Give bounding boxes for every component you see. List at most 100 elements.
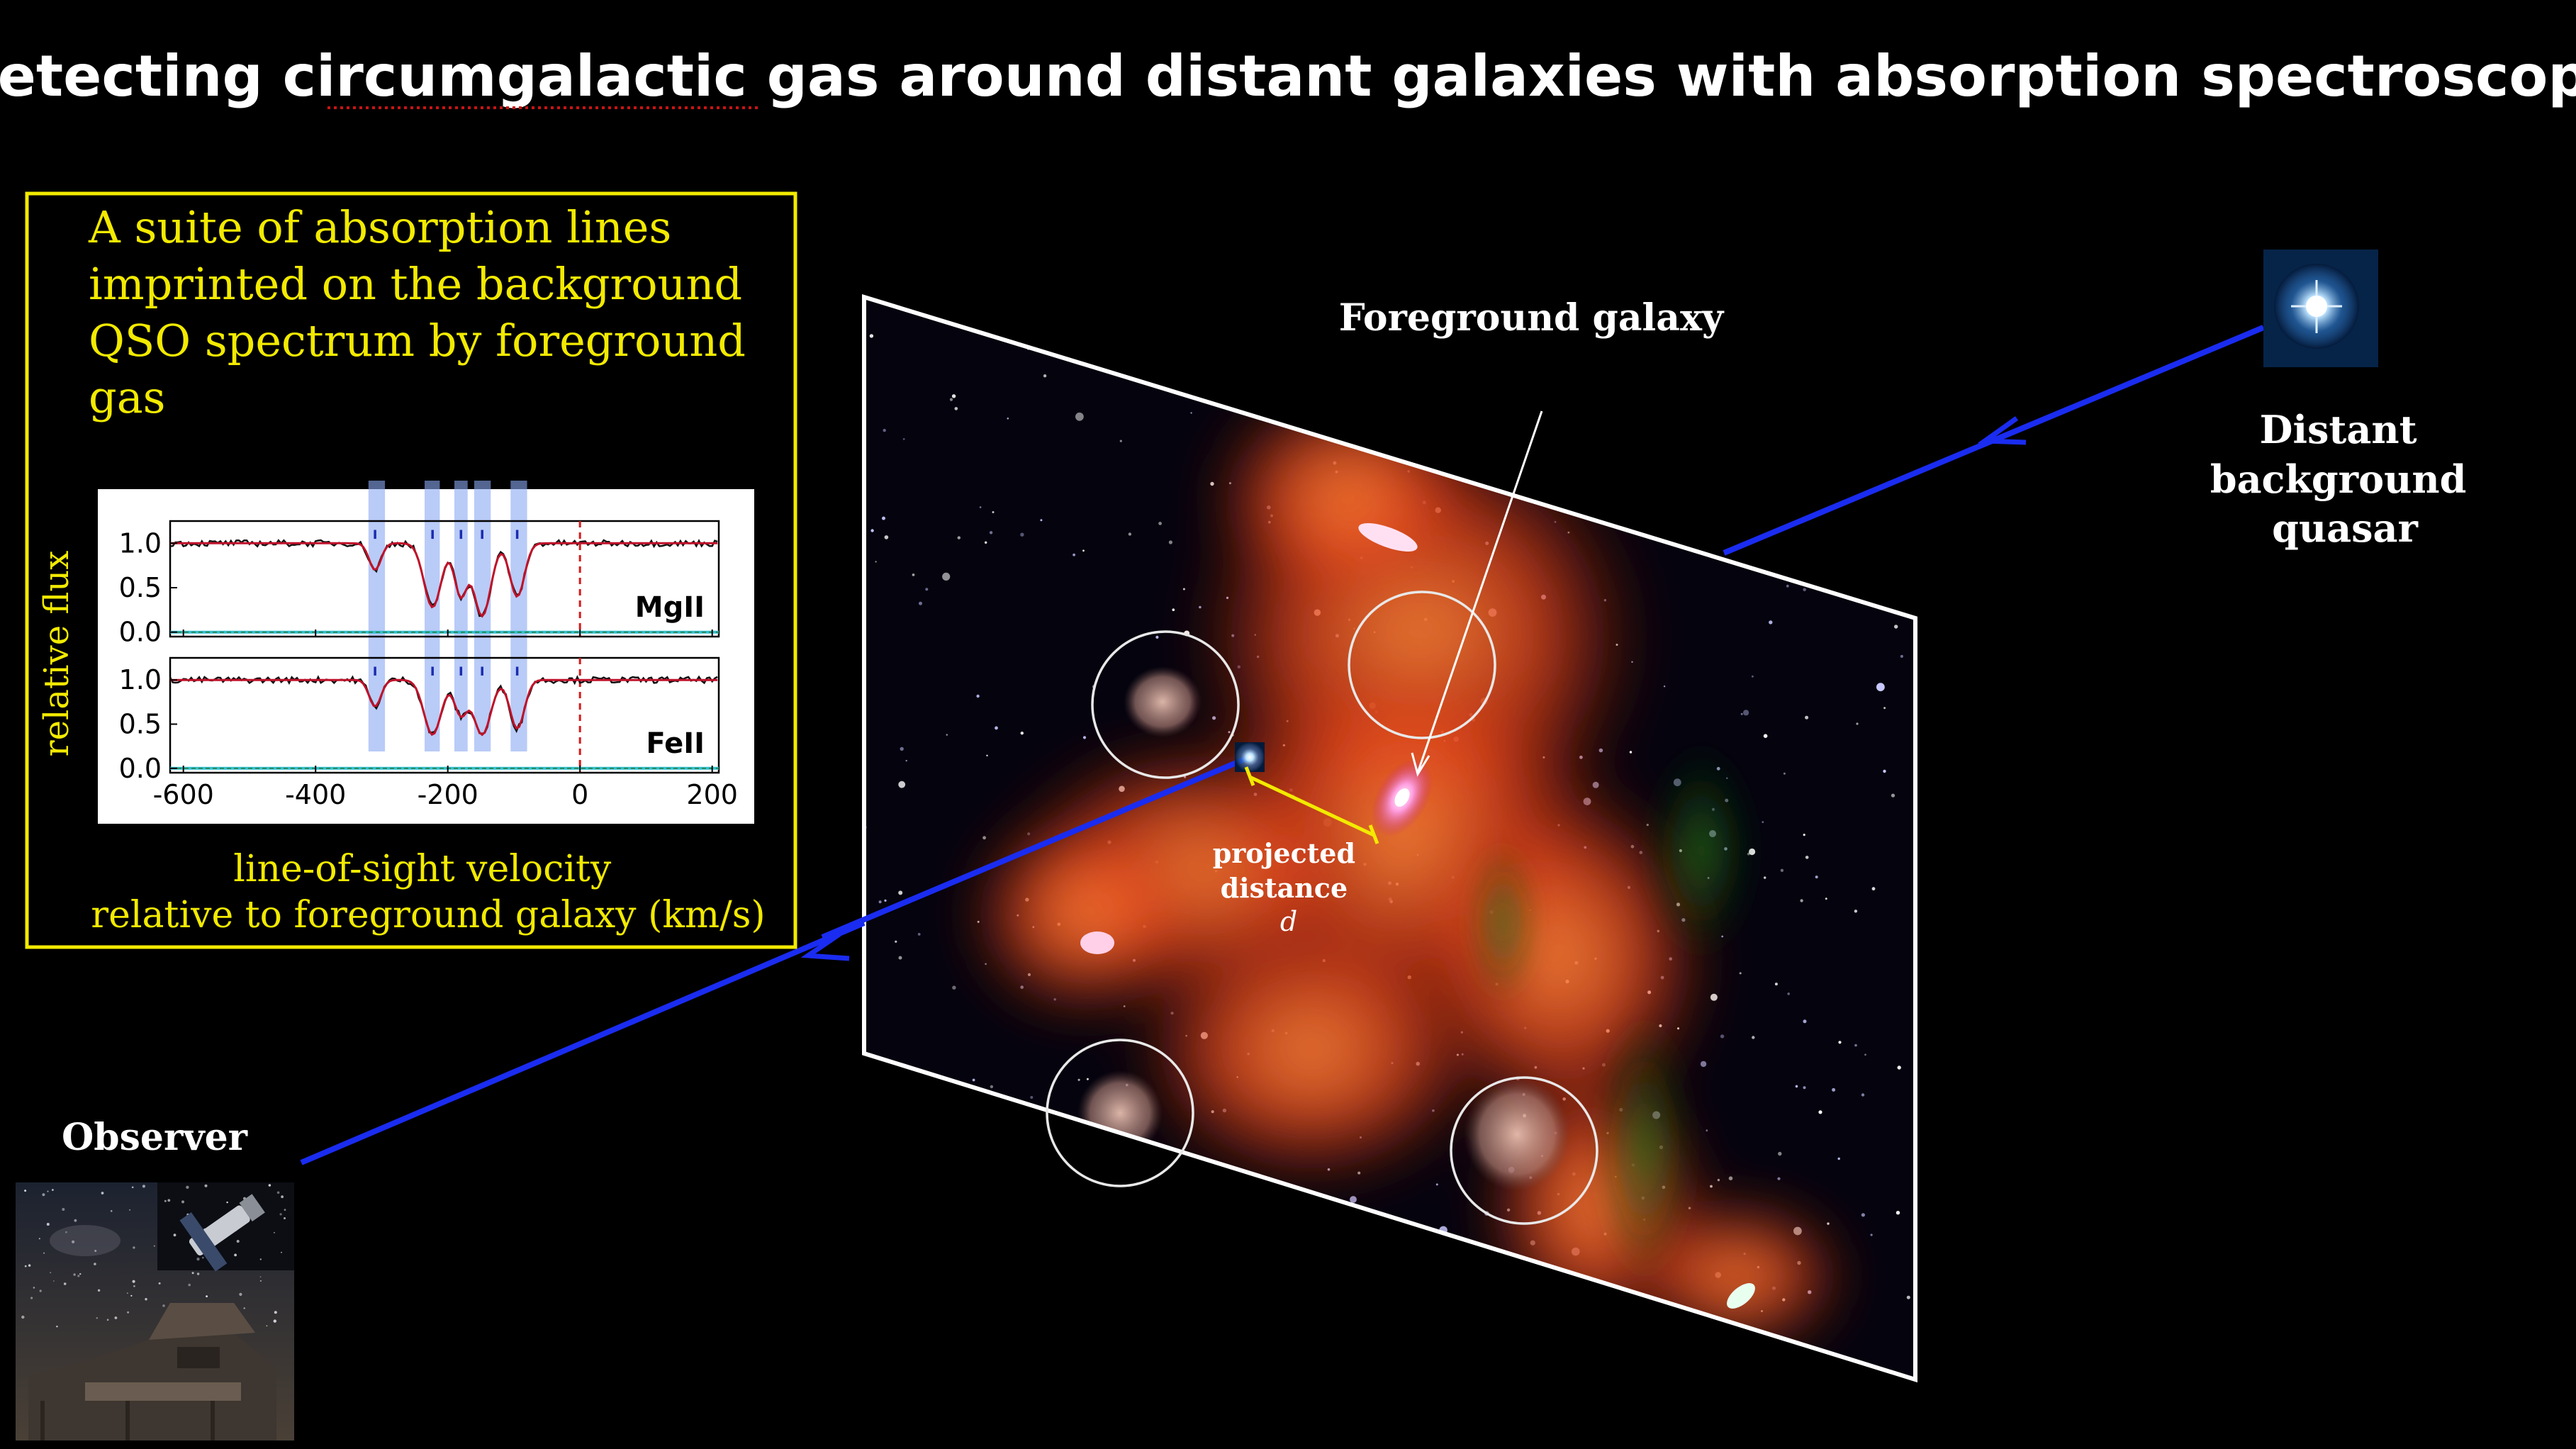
star bbox=[1472, 1324, 1474, 1326]
star bbox=[875, 561, 877, 563]
foreground-galaxy-pointer bbox=[1416, 410, 1543, 773]
star bbox=[1045, 1214, 1049, 1218]
star bbox=[1716, 371, 1719, 374]
star bbox=[1751, 675, 1754, 678]
star bbox=[1033, 1125, 1035, 1127]
star bbox=[1623, 1292, 1626, 1294]
star bbox=[1861, 1213, 1865, 1217]
star bbox=[1014, 1243, 1018, 1247]
star bbox=[196, 1272, 200, 1275]
star bbox=[46, 1223, 50, 1226]
star bbox=[56, 1326, 58, 1328]
star bbox=[1372, 344, 1377, 347]
star bbox=[1871, 369, 1874, 371]
star bbox=[979, 506, 982, 508]
star bbox=[276, 1191, 280, 1195]
star bbox=[1800, 899, 1803, 902]
star bbox=[47, 1190, 49, 1192]
star bbox=[1803, 1019, 1807, 1024]
star bbox=[1629, 751, 1633, 754]
star bbox=[62, 1208, 65, 1211]
star bbox=[935, 1207, 939, 1211]
star bbox=[1016, 1280, 1019, 1283]
x-tick-label: -600 bbox=[153, 779, 214, 810]
star bbox=[1874, 557, 1876, 559]
absorption-spectrum-chart: 0.0 0.5 1.0 MgII 0.0 0.5 1.0 FeII -600 -400 -200 0 2… bbox=[119, 481, 738, 810]
telescope-icon bbox=[179, 1194, 265, 1272]
survey-circle bbox=[1046, 1039, 1194, 1187]
star bbox=[1076, 325, 1080, 328]
y-tick-label: 0.0 bbox=[119, 753, 162, 784]
star bbox=[1182, 588, 1185, 591]
star bbox=[1774, 983, 1778, 986]
star bbox=[1069, 314, 1073, 318]
star bbox=[912, 574, 915, 576]
star bbox=[1020, 532, 1024, 537]
star bbox=[97, 1289, 101, 1292]
star bbox=[986, 754, 988, 757]
star bbox=[898, 781, 906, 788]
star bbox=[63, 1282, 67, 1285]
sightline-through-panel bbox=[821, 754, 1251, 940]
inset-caption: A suite of absorption lines imprinted on… bbox=[88, 201, 760, 423]
star bbox=[1916, 510, 1919, 513]
star bbox=[206, 1295, 208, 1297]
star bbox=[1172, 608, 1175, 611]
star bbox=[965, 1316, 968, 1319]
star bbox=[1672, 372, 1676, 376]
star bbox=[1531, 447, 1535, 450]
star bbox=[1262, 1283, 1266, 1287]
star bbox=[1190, 412, 1192, 414]
star bbox=[1759, 454, 1767, 461]
star bbox=[243, 1307, 245, 1309]
model-fit bbox=[170, 542, 718, 618]
star bbox=[132, 1280, 135, 1283]
star bbox=[1158, 301, 1162, 306]
star bbox=[972, 1078, 975, 1082]
star bbox=[1854, 1044, 1857, 1047]
star bbox=[919, 601, 922, 605]
star bbox=[1073, 321, 1076, 325]
star bbox=[1783, 772, 1786, 775]
x-tick-label: 200 bbox=[686, 779, 738, 810]
star bbox=[77, 1275, 80, 1277]
star bbox=[864, 1294, 866, 1297]
star bbox=[24, 1190, 27, 1192]
star bbox=[902, 438, 905, 440]
observatory-icon bbox=[28, 1225, 276, 1440]
inset-xlabel: line-of-sight velocity relative to foreg… bbox=[91, 848, 765, 936]
star bbox=[949, 398, 953, 401]
star bbox=[1838, 1041, 1842, 1044]
companion-galaxy-bottom bbox=[1727, 1283, 1755, 1309]
quasar-image-in-panel bbox=[1235, 742, 1265, 772]
star bbox=[268, 1184, 271, 1187]
star bbox=[942, 572, 951, 581]
star bbox=[1043, 374, 1047, 378]
star bbox=[284, 1217, 286, 1219]
star bbox=[1030, 1096, 1034, 1099]
star bbox=[1820, 347, 1823, 350]
star bbox=[1716, 1367, 1720, 1371]
star bbox=[990, 1085, 994, 1089]
title-highlight-word: circumgalactic bbox=[283, 43, 747, 109]
absorption-band bbox=[368, 481, 386, 751]
star bbox=[153, 1245, 155, 1247]
star bbox=[201, 1256, 204, 1259]
star bbox=[1645, 459, 1650, 463]
star bbox=[1857, 354, 1859, 357]
star bbox=[30, 1297, 33, 1299]
star bbox=[259, 1276, 262, 1278]
star bbox=[1803, 1086, 1806, 1090]
star bbox=[1765, 459, 1768, 461]
star bbox=[1913, 405, 1915, 410]
star bbox=[1113, 1336, 1121, 1343]
star bbox=[1029, 1122, 1034, 1126]
star bbox=[1823, 349, 1827, 352]
star bbox=[129, 1209, 131, 1211]
star bbox=[1073, 553, 1075, 556]
star bbox=[188, 1283, 191, 1287]
star bbox=[106, 1319, 109, 1321]
star bbox=[167, 1199, 171, 1202]
star bbox=[1717, 1178, 1720, 1182]
star bbox=[1883, 707, 1886, 710]
